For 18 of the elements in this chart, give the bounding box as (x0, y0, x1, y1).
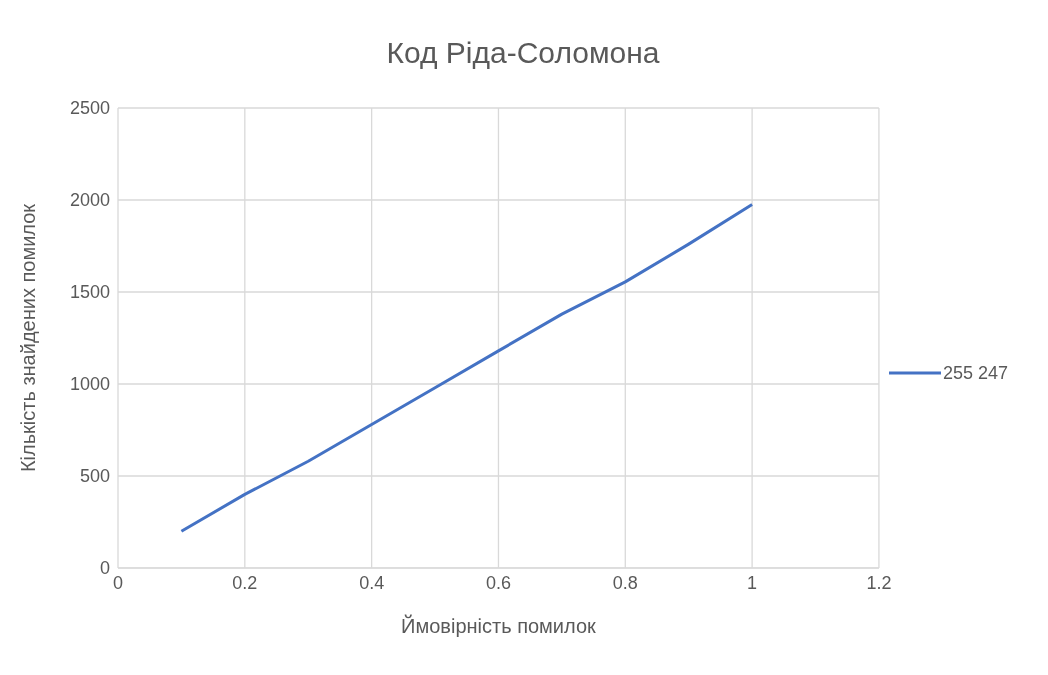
y-tick-label: 1000 (69, 374, 110, 395)
y-tick-label: 1500 (69, 282, 110, 303)
legend-label: 255 247 (942, 362, 1008, 384)
y-axis-title: Кількість знайдених помилок (17, 203, 40, 473)
x-tick-label: 0.8 (612, 572, 638, 593)
x-tick-label: 1 (747, 572, 758, 593)
line-series (179, 203, 754, 533)
x-tick-label: 0 (112, 572, 124, 593)
y-tick-label: 2500 (69, 98, 110, 119)
chart-title: Код Ріда-Соломона (385, 35, 661, 71)
y-tick-label: 2000 (69, 190, 110, 211)
x-tick-label: 1.2 (866, 572, 892, 593)
x-axis-title: Ймовірність помилок (401, 614, 597, 637)
x-tick-label: 0.6 (485, 572, 511, 593)
y-tick-label: 500 (79, 466, 110, 487)
x-tick-label: 0.4 (359, 572, 385, 593)
y-tick-label: 0 (99, 558, 110, 579)
x-tick-label: 0.2 (232, 572, 258, 593)
